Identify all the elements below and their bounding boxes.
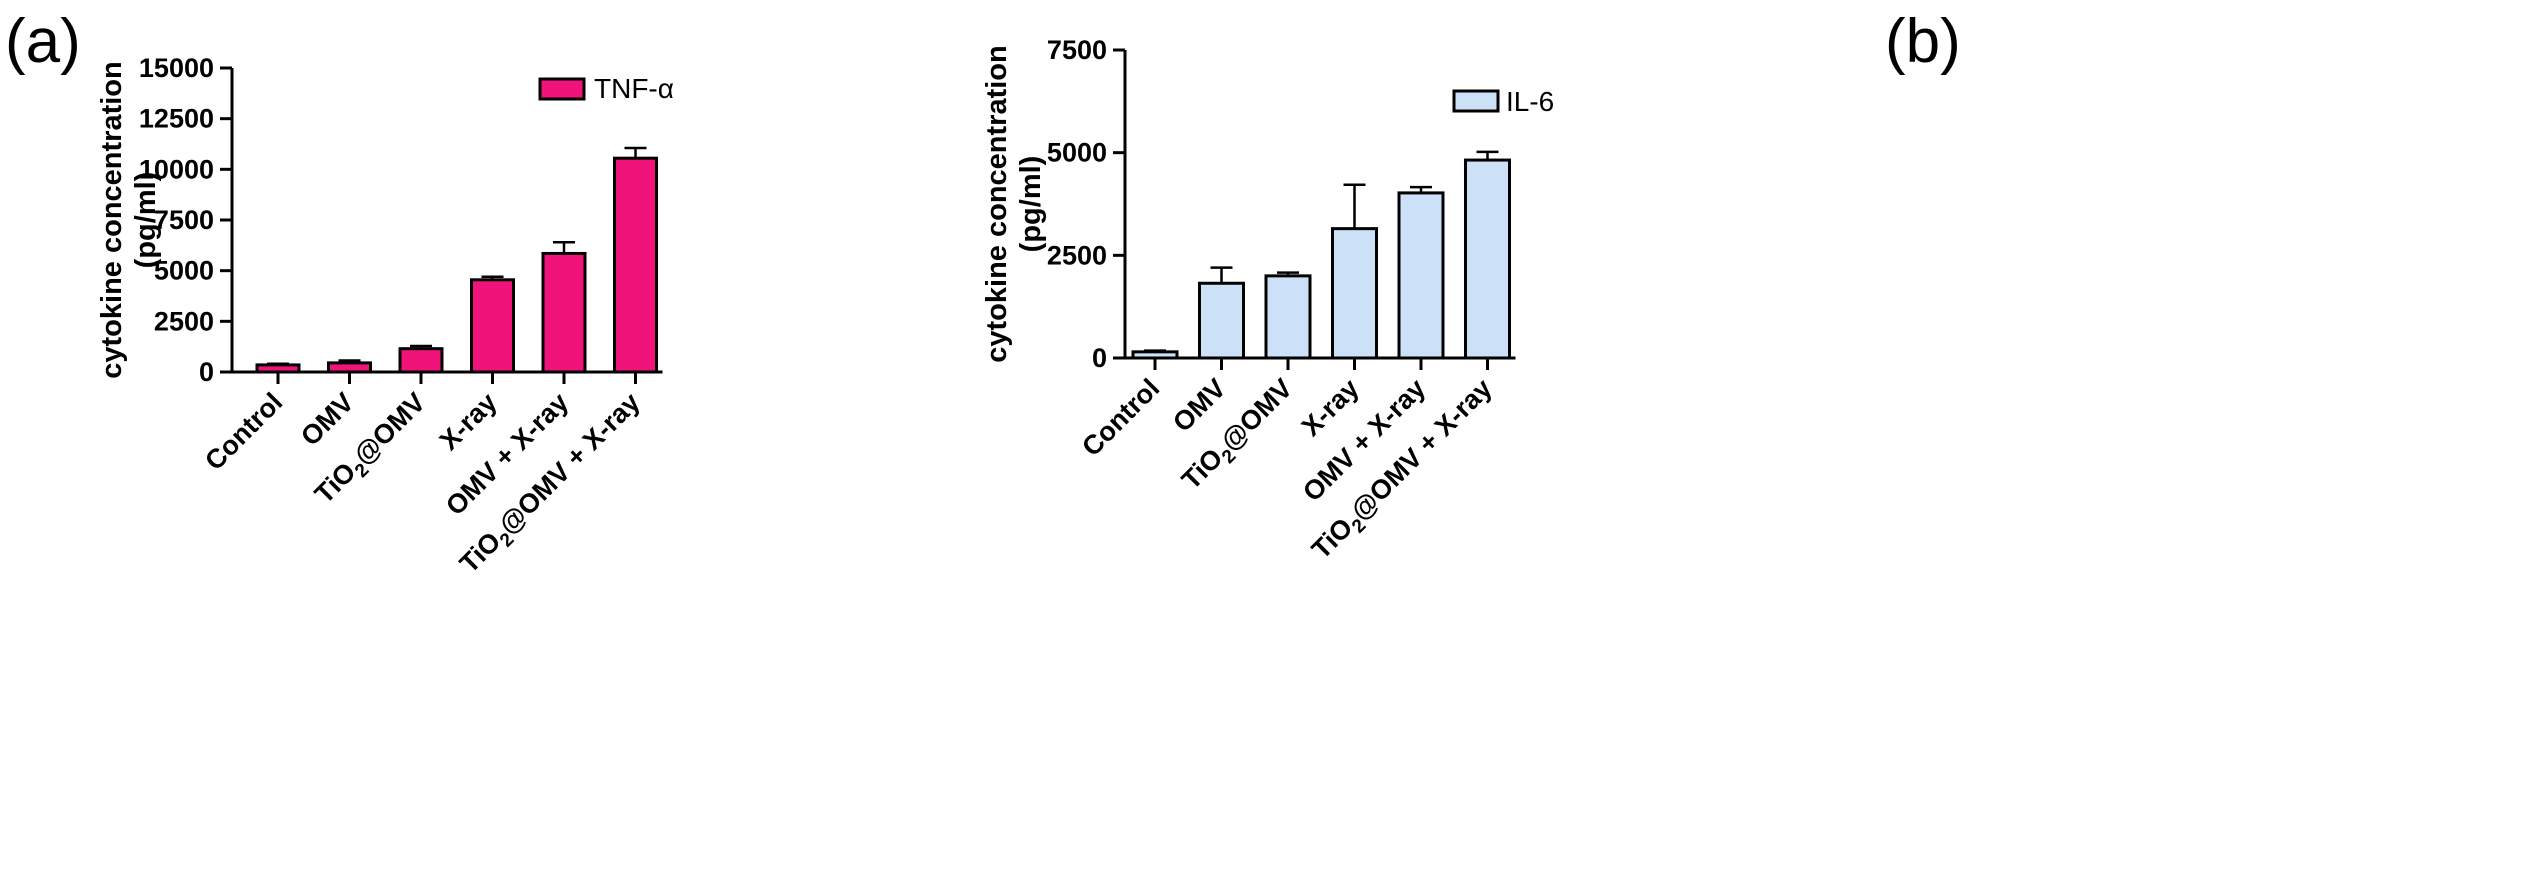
y-tick-label: 5000 (154, 256, 214, 286)
legend-swatch (1452, 89, 1500, 113)
y-tick-label: 7500 (1047, 35, 1107, 65)
category-label: OMV (295, 387, 360, 452)
bar (255, 363, 301, 374)
y-tick-label: 2500 (154, 306, 214, 336)
legend-swatch (538, 77, 586, 101)
panel-label: (a) (5, 7, 81, 76)
legend-label: TNF-α (594, 73, 674, 104)
bar (1397, 191, 1445, 360)
y-tick-label: 10000 (139, 154, 214, 184)
bar (1331, 227, 1378, 360)
legend: TNF-α (538, 73, 674, 104)
y-axis-title: (pg/ml) (1015, 156, 1047, 253)
y-tick-label: 15000 (139, 53, 214, 83)
y-tick-label: 2500 (1047, 240, 1107, 270)
bar (613, 156, 658, 374)
y-tick-label: 0 (1092, 343, 1107, 373)
bar (1464, 158, 1511, 360)
legend-label: IL-6 (1506, 86, 1554, 117)
bar (541, 251, 587, 374)
chart-b: (b) 0 2500 5000 7500 cytokine concentration (p… (981, 7, 1961, 565)
y-tick-label: 12500 (139, 104, 214, 134)
bar (398, 347, 444, 374)
legend: IL-6 (1452, 86, 1554, 117)
y-tick-label: 0 (199, 357, 214, 387)
bar (470, 278, 515, 374)
y-axis-title: cytokine concentration (981, 45, 1013, 362)
y-tick-label: 7500 (154, 205, 214, 235)
y-tick-label: 5000 (1047, 138, 1107, 168)
y-axis-title: cytokine concentration (96, 61, 128, 378)
y-axis-title: (pg/ml) (130, 172, 162, 269)
bar (1131, 350, 1179, 360)
category-label: Control (199, 387, 288, 476)
bar (327, 361, 372, 374)
chart-a: (a) 0 2500 5000 7500 10000 12500 15000 cytokine … (5, 7, 674, 579)
category-label: X-ray (434, 387, 503, 456)
bar (1264, 274, 1312, 360)
panel-label: (b) (1885, 7, 1961, 76)
bar (1198, 281, 1245, 360)
category-label: Control (1076, 373, 1165, 462)
